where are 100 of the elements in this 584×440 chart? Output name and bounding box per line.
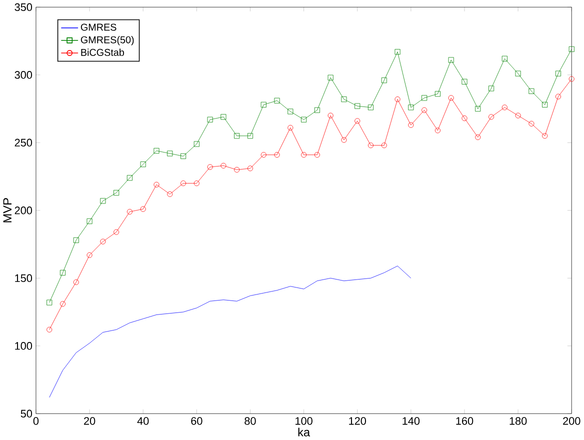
- point: [394, 49, 400, 55]
- point: [341, 137, 347, 143]
- point: [73, 280, 79, 286]
- point: [381, 142, 387, 148]
- point: [515, 70, 521, 76]
- point: [234, 167, 240, 173]
- point: [100, 238, 106, 244]
- point: [86, 252, 92, 258]
- point: [114, 229, 120, 235]
- point: [274, 98, 280, 104]
- point: [488, 86, 494, 92]
- y-axis-title: MVP: [3, 198, 12, 222]
- point: [568, 76, 574, 82]
- point: [422, 107, 428, 114]
- point: [126, 209, 132, 215]
- x-tick-label: 200: [563, 417, 580, 425]
- x-tick-label: 100: [296, 417, 312, 425]
- point: [234, 133, 240, 139]
- point: [488, 114, 494, 120]
- point: [434, 128, 440, 134]
- point: [475, 106, 481, 112]
- point: [247, 166, 254, 172]
- point: [167, 150, 173, 156]
- point: [220, 114, 226, 120]
- point: [314, 152, 320, 158]
- point: [114, 190, 120, 196]
- point: [154, 182, 160, 188]
- point: [274, 152, 280, 158]
- x-tick-label: 140: [402, 417, 420, 425]
- y-tick-label: 300: [14, 71, 32, 79]
- point: [528, 88, 534, 94]
- point: [528, 121, 534, 127]
- y-tick-label: 150: [15, 274, 32, 282]
- point: [555, 70, 561, 76]
- legend-label: GMRES(50): [80, 36, 134, 46]
- point: [220, 163, 226, 169]
- line-series: [49, 266, 412, 398]
- x-tick-label: 160: [456, 417, 474, 425]
- x-tick-label: 180: [510, 417, 527, 425]
- point: [408, 104, 414, 110]
- point: [394, 96, 400, 102]
- x-tick-label: 60: [191, 417, 202, 425]
- point: [568, 46, 574, 52]
- point: [154, 148, 160, 154]
- point: [422, 95, 428, 101]
- point: [100, 198, 106, 204]
- point: [247, 133, 254, 139]
- point: [207, 116, 213, 123]
- point: [434, 91, 440, 97]
- y-tick-label: 350: [14, 3, 32, 12]
- point: [260, 102, 266, 108]
- point: [207, 164, 213, 170]
- point: [194, 180, 200, 186]
- point: [448, 57, 454, 63]
- point: [167, 192, 173, 198]
- x-axis-title: ka: [298, 428, 310, 437]
- point: [368, 104, 374, 110]
- x-tick-label: 80: [244, 417, 256, 425]
- point: [46, 300, 52, 306]
- point: [288, 108, 294, 114]
- y-tick-label: 100: [15, 342, 32, 350]
- x-tick-label: 20: [84, 417, 96, 425]
- point: [180, 154, 186, 160]
- point: [140, 206, 146, 212]
- point: [354, 103, 360, 109]
- point: [502, 56, 508, 62]
- legend-label: GMRES: [80, 24, 116, 31]
- x-tick-label: 120: [349, 417, 366, 425]
- x-tick-label: 0: [33, 417, 39, 425]
- point: [368, 142, 374, 148]
- point: [381, 78, 387, 84]
- point: [462, 116, 468, 122]
- point: [260, 152, 266, 158]
- point: [515, 112, 521, 118]
- point: [328, 74, 334, 81]
- point: [60, 301, 66, 307]
- point: [86, 218, 92, 224]
- point: [60, 270, 66, 276]
- point: [140, 162, 146, 168]
- point: [301, 152, 307, 158]
- x-tick-label: 40: [137, 417, 149, 425]
- point: [314, 107, 320, 114]
- point: [475, 134, 481, 140]
- point: [502, 104, 508, 110]
- point: [46, 327, 52, 333]
- point: [301, 116, 307, 123]
- point: [126, 175, 132, 181]
- y-tick-label: 250: [14, 138, 32, 147]
- y-tick-label: 200: [14, 206, 32, 214]
- point: [448, 95, 454, 101]
- y-tick-label: 50: [20, 410, 32, 418]
- point: [408, 122, 414, 128]
- point: [288, 125, 294, 131]
- point: [328, 112, 334, 118]
- legend-label: BiCGStab: [81, 48, 124, 56]
- point: [462, 79, 468, 85]
- point: [341, 96, 347, 102]
- point: [73, 238, 79, 244]
- point: [194, 141, 200, 147]
- point: [180, 180, 186, 186]
